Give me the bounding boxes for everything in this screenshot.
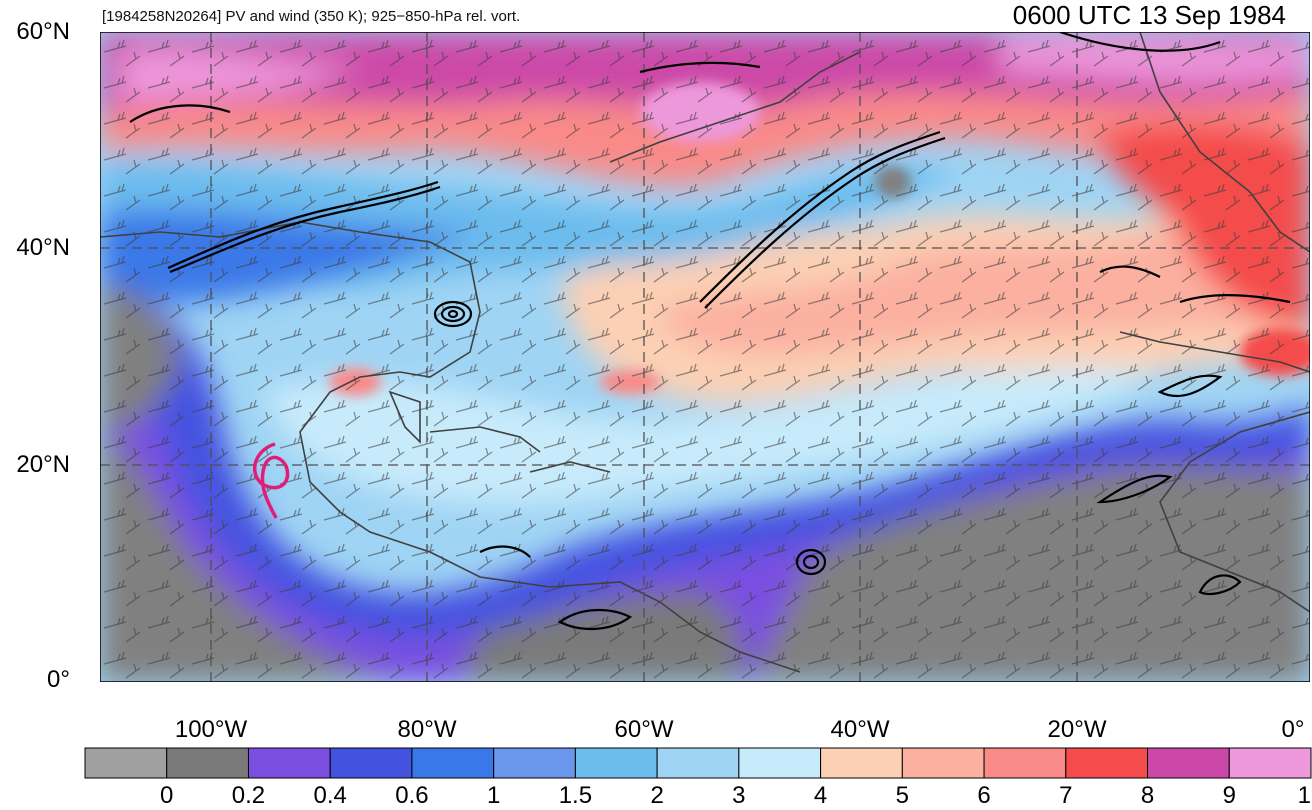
colorbar-label: 0.2 <box>231 782 266 809</box>
lon-label-20w: 20°W <box>1047 716 1107 743</box>
colorbar-swatch <box>738 747 822 779</box>
lon-label-60w: 60°W <box>614 716 674 743</box>
lon-label-0: 0° <box>1281 716 1305 743</box>
colorbar-label: 7 <box>1059 782 1073 809</box>
colorbar-swatch <box>166 747 249 779</box>
colorbar-label: 5 <box>895 782 910 809</box>
lon-label-80w: 80°W <box>397 716 457 743</box>
colorbar-swatch <box>1065 747 1149 779</box>
colorbar-label: 3 <box>732 782 746 809</box>
colorbar-swatch <box>656 747 740 779</box>
colorbar-label: 1 <box>486 782 501 809</box>
colorbar-label: 0.6 <box>395 782 429 809</box>
vorticity-contours <box>129 32 1291 631</box>
plot-datetime: 0600 UTC 13 Sep 1984 <box>1012 0 1286 30</box>
colorbar-label: 1.5 <box>558 782 593 809</box>
lat-label-60n: 60°N <box>16 18 70 45</box>
colorbar-swatch <box>901 747 985 779</box>
colorbar <box>84 747 1312 779</box>
wind-barbs <box>100 32 1310 682</box>
colorbar-swatch <box>493 747 576 779</box>
plot-subtitle: [1984258N20264] PV and wind (350 K); 925… <box>102 8 521 25</box>
colorbar-swatch <box>983 747 1067 779</box>
colorbar-swatch <box>247 747 331 779</box>
lat-label-0: 0° <box>47 666 70 693</box>
colorbar-label: 6 <box>977 782 991 809</box>
lon-label-40w: 40°W <box>830 716 890 743</box>
colorbar-swatch <box>574 747 658 779</box>
storm-track <box>252 442 290 519</box>
lat-label-40n: 40°N <box>16 234 70 261</box>
weather-map <box>100 32 1310 682</box>
colorbar-label: 9 <box>1222 782 1236 809</box>
lat-label-20n: 20°N <box>16 451 70 478</box>
colorbar-swatch <box>411 747 495 779</box>
colorbar-label: 10 <box>1297 782 1312 809</box>
colorbar-label: 4 <box>813 782 828 809</box>
graticule <box>100 32 1310 682</box>
colorbar-label: 8 <box>1140 782 1155 809</box>
colorbar-label: 2 <box>650 782 664 809</box>
colorbar-swatch <box>84 747 168 779</box>
colorbar-label: 0.4 <box>313 782 347 809</box>
coastlines <box>100 32 1310 673</box>
colorbar-swatch <box>1228 747 1312 779</box>
colorbar-swatch <box>329 747 413 779</box>
colorbar-swatch <box>820 747 903 779</box>
lon-label-100w: 100°W <box>174 716 248 743</box>
colorbar-label: 0 <box>160 782 174 809</box>
colorbar-swatch <box>1147 747 1230 779</box>
